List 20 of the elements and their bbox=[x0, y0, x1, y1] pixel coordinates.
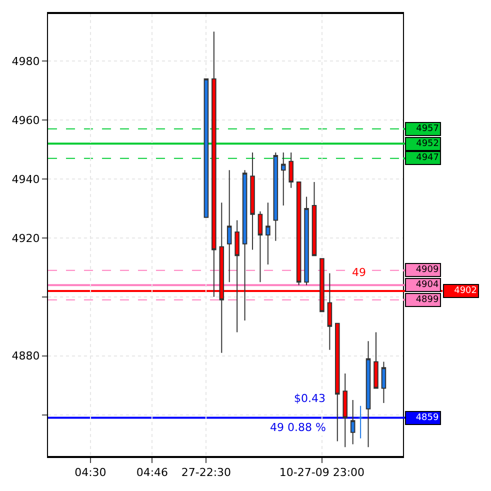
annotation: $0.43 bbox=[294, 392, 326, 405]
ref-line-label: 4947 bbox=[416, 153, 439, 163]
x-tick-label: 10-27-09 23:00 bbox=[279, 466, 365, 480]
x-tick-label: 04:30 bbox=[74, 466, 106, 480]
ref-line-label: 4859 bbox=[416, 413, 439, 423]
x-tick-label: 04:46 bbox=[136, 466, 168, 480]
ref-line-label: 4899 bbox=[416, 295, 439, 305]
ref-line-label: 4904 bbox=[416, 280, 439, 290]
ref-line-label: 4952 bbox=[416, 139, 439, 149]
y-tick-label: 4980 bbox=[12, 55, 40, 68]
x-tick-label: 27-22:30 bbox=[181, 466, 232, 480]
ref-line-label: 4909 bbox=[416, 265, 439, 275]
y-tick-label: 4920 bbox=[12, 232, 40, 245]
y-tick-label: 4940 bbox=[12, 172, 40, 186]
ref-line-label: 4902 bbox=[454, 286, 477, 296]
annotation: 49 0.88 % bbox=[270, 421, 326, 434]
ref-line-label: 4957 bbox=[416, 124, 439, 134]
y-tick-label: 4960 bbox=[12, 114, 40, 127]
y-tick-label: 4880 bbox=[12, 350, 40, 363]
annotation: 49 bbox=[352, 266, 366, 279]
